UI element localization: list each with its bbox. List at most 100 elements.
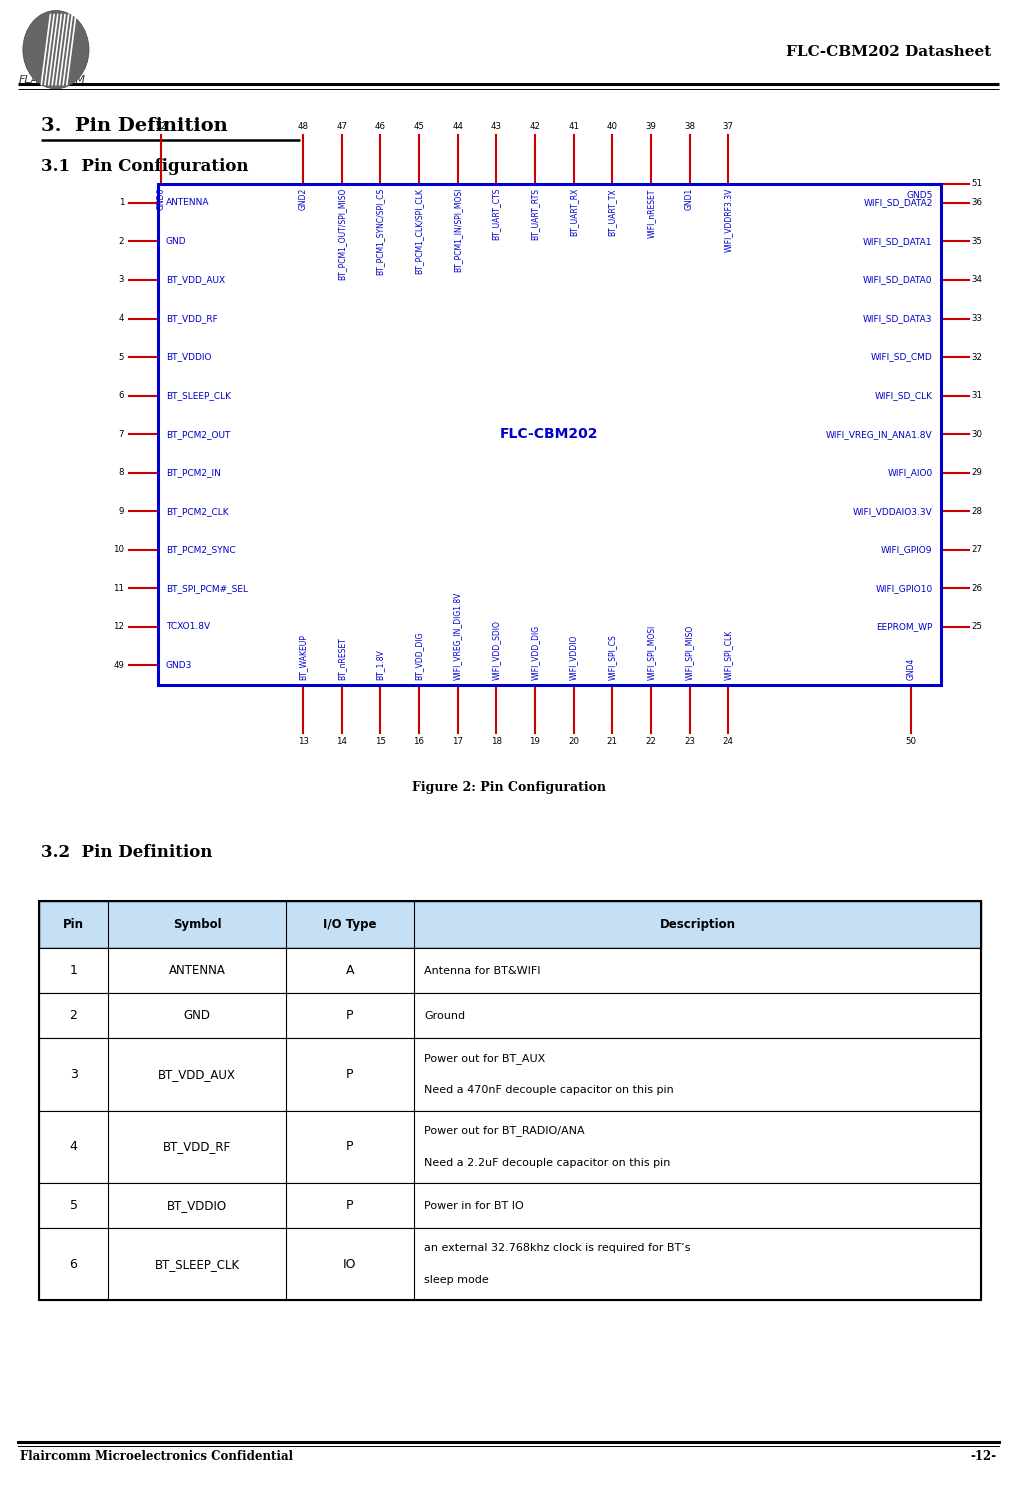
- Text: 48: 48: [298, 122, 308, 131]
- Text: 7: 7: [119, 430, 124, 438]
- Text: BT_SPI_PCM#_SEL: BT_SPI_PCM#_SEL: [166, 584, 248, 593]
- Text: 3: 3: [119, 275, 124, 284]
- Text: 20: 20: [569, 737, 579, 746]
- Text: 28: 28: [971, 507, 982, 516]
- Text: 4: 4: [69, 1141, 77, 1153]
- Text: Power out for BT_RADIO/ANA: Power out for BT_RADIO/ANA: [424, 1126, 585, 1136]
- Text: WIFI_nRESET: WIFI_nRESET: [647, 188, 655, 238]
- Text: WIFI_SD_CLK: WIFI_SD_CLK: [875, 391, 933, 400]
- Text: GND6: GND6: [157, 188, 165, 211]
- Text: 39: 39: [646, 122, 656, 131]
- Text: 41: 41: [569, 122, 579, 131]
- Text: Need a 470nF decouple capacitor on this pin: Need a 470nF decouple capacitor on this …: [424, 1085, 674, 1096]
- Text: 24: 24: [723, 737, 733, 746]
- Text: BT_PCM2_OUT: BT_PCM2_OUT: [166, 430, 230, 438]
- Text: FLC-CBM202 Datasheet: FLC-CBM202 Datasheet: [786, 45, 992, 59]
- Text: WIFI_SD_DATA1: WIFI_SD_DATA1: [863, 236, 933, 245]
- Text: BT_PCM1_CLK/SPI_CLK: BT_PCM1_CLK/SPI_CLK: [415, 188, 423, 274]
- Text: Ground: Ground: [424, 1011, 465, 1020]
- Text: 35: 35: [971, 236, 982, 245]
- Text: 21: 21: [607, 737, 617, 746]
- Text: GND1: GND1: [685, 188, 694, 211]
- Text: TCXO1.8V: TCXO1.8V: [166, 623, 210, 632]
- Text: an external 32.768khz clock is required for BT’s: an external 32.768khz clock is required …: [424, 1243, 691, 1254]
- Text: 26: 26: [971, 584, 982, 593]
- Text: ANTENNA: ANTENNA: [166, 199, 210, 208]
- Text: 12: 12: [113, 623, 124, 632]
- Text: Antenna for BT&WIFI: Antenna for BT&WIFI: [424, 966, 540, 975]
- Text: 1: 1: [69, 965, 77, 977]
- Text: BT_PCM2_IN: BT_PCM2_IN: [166, 468, 221, 477]
- Text: WIFI_SPI_MOSI: WIFI_SPI_MOSI: [647, 625, 655, 680]
- Text: 42: 42: [530, 122, 540, 131]
- Text: BT_SLEEP_CLK: BT_SLEEP_CLK: [166, 391, 231, 400]
- Text: Description: Description: [660, 918, 735, 932]
- Text: 13: 13: [298, 737, 308, 746]
- Text: I/O Type: I/O Type: [323, 918, 376, 932]
- Text: ANTENNA: ANTENNA: [169, 965, 226, 977]
- Text: 32: 32: [971, 352, 982, 361]
- Text: 33: 33: [971, 315, 982, 324]
- Text: P: P: [346, 1141, 354, 1153]
- Text: 4: 4: [119, 315, 124, 324]
- Text: Need a 2.2uF decouple capacitor on this pin: Need a 2.2uF decouple capacitor on this …: [424, 1157, 670, 1168]
- Text: Symbol: Symbol: [173, 918, 222, 932]
- Bar: [39, 901, 981, 1300]
- Text: 18: 18: [491, 737, 501, 746]
- Text: 10: 10: [113, 545, 124, 554]
- Text: 6: 6: [69, 1258, 77, 1270]
- Text: EEPROM_WP: EEPROM_WP: [877, 623, 933, 632]
- Text: WIFI_VREG_IN_DIG1.8V: WIFI_VREG_IN_DIG1.8V: [454, 591, 462, 680]
- Text: 25: 25: [971, 623, 982, 632]
- Bar: [39, 993, 981, 1038]
- Text: BT_SLEEP_CLK: BT_SLEEP_CLK: [155, 1258, 240, 1270]
- Text: 50: 50: [906, 737, 916, 746]
- Text: BT_WAKEUP: BT_WAKEUP: [299, 635, 307, 680]
- Text: 2: 2: [69, 1010, 77, 1022]
- Text: 46: 46: [375, 122, 385, 131]
- Text: WIFI_VREG_IN_ANA1.8V: WIFI_VREG_IN_ANA1.8V: [826, 430, 933, 438]
- Bar: [39, 948, 981, 993]
- Text: sleep mode: sleep mode: [424, 1275, 489, 1285]
- Text: 11: 11: [113, 584, 124, 593]
- Text: 2: 2: [119, 236, 124, 245]
- Text: BT_1.8V: BT_1.8V: [376, 650, 384, 680]
- Text: Flaircomm Microelectronics Confidential: Flaircomm Microelectronics Confidential: [20, 1449, 293, 1463]
- Text: 22: 22: [646, 737, 656, 746]
- Text: BT_UART_CTS: BT_UART_CTS: [492, 188, 500, 241]
- Text: BT_VDDIO: BT_VDDIO: [167, 1199, 227, 1212]
- Text: WIFI_SPI_CLK: WIFI_SPI_CLK: [724, 631, 732, 680]
- Text: 5: 5: [119, 352, 124, 361]
- Text: WIFI_SD_DATA0: WIFI_SD_DATA0: [863, 275, 933, 284]
- Text: GND3: GND3: [166, 661, 192, 670]
- Text: WIFI_VDDRF3.3V: WIFI_VDDRF3.3V: [724, 188, 732, 253]
- Text: 43: 43: [491, 122, 501, 131]
- Text: 52: 52: [156, 122, 166, 131]
- Text: BT_UART_RX: BT_UART_RX: [570, 188, 578, 236]
- Text: 23: 23: [684, 737, 695, 746]
- Text: 16: 16: [414, 737, 424, 746]
- Text: 27: 27: [971, 545, 982, 554]
- Text: 6: 6: [119, 391, 124, 400]
- Text: 38: 38: [684, 122, 695, 131]
- Text: 19: 19: [530, 737, 540, 746]
- Text: 37: 37: [723, 122, 733, 131]
- Text: 3.  Pin Definition: 3. Pin Definition: [41, 117, 228, 135]
- Text: 5: 5: [69, 1199, 77, 1212]
- Text: 3: 3: [69, 1069, 77, 1081]
- Text: GND4: GND4: [907, 658, 915, 680]
- Text: 45: 45: [414, 122, 424, 131]
- Text: 1: 1: [119, 199, 124, 208]
- Text: 15: 15: [375, 737, 385, 746]
- Text: 8: 8: [119, 468, 124, 477]
- Text: GND: GND: [183, 1010, 211, 1022]
- Text: P: P: [346, 1199, 354, 1212]
- Text: P: P: [346, 1069, 354, 1081]
- Text: BT_PCM1_SYNC/SPI_CS: BT_PCM1_SYNC/SPI_CS: [376, 188, 384, 275]
- Text: WIFI_GPIO9: WIFI_GPIO9: [881, 545, 933, 554]
- Text: 47: 47: [337, 122, 347, 131]
- Text: 49: 49: [113, 661, 124, 670]
- Text: 44: 44: [453, 122, 463, 131]
- Text: WIFI_SPI_CS: WIFI_SPI_CS: [608, 635, 616, 680]
- Text: -12-: -12-: [970, 1449, 997, 1463]
